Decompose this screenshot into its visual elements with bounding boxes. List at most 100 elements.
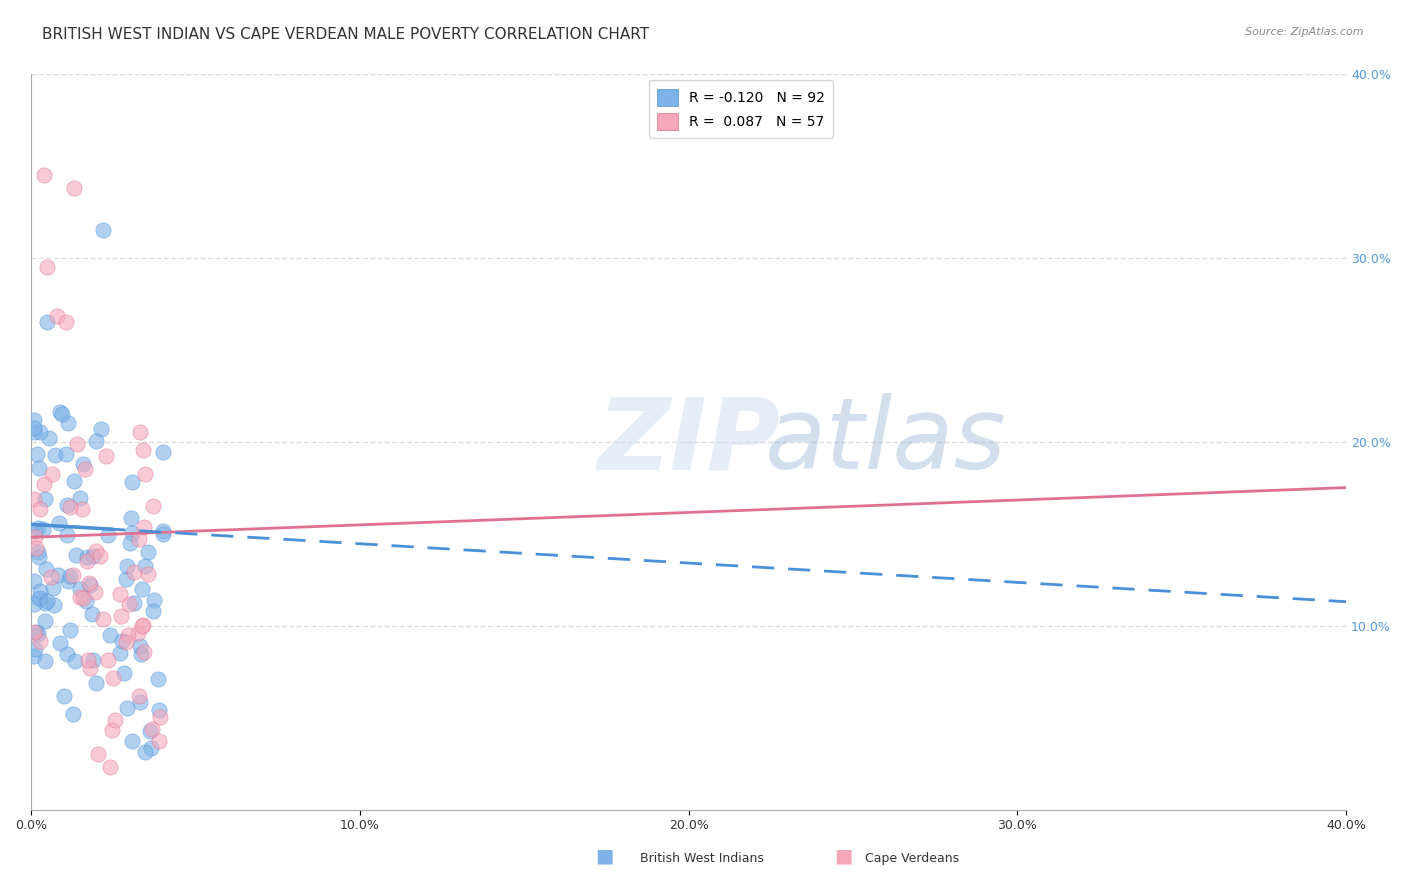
Point (104, 713, 127, 727)
Point (76, 553, 98, 567)
Point (132, 618, 155, 632)
Point (91, 612, 114, 626)
Point (131, 582, 153, 596)
Point (35, 562, 58, 576)
Legend: R = -0.120   N = 92, R =  0.087   N = 57: R = -0.120 N = 92, R = 0.087 N = 57 (650, 80, 834, 138)
Point (48, 516, 70, 531)
Point (87, 747, 110, 761)
Point (63, 475, 86, 489)
Point (118, 536, 141, 550)
Point (25, 447, 48, 461)
Point (139, 724, 162, 739)
Point (134, 645, 156, 659)
Point (38, 431, 60, 445)
Point (148, 703, 170, 717)
Point (128, 689, 150, 703)
Point (134, 559, 156, 574)
Point (41, 570, 63, 584)
Point (122, 565, 145, 579)
Point (84, 434, 107, 448)
Point (22, 574, 45, 589)
Point (84, 544, 107, 558)
Text: ■: ■ (595, 847, 614, 865)
Text: ZIP: ZIP (598, 393, 780, 490)
Point (28, 583, 51, 598)
Point (55, 447, 77, 461)
Point (134, 467, 156, 481)
Point (146, 672, 169, 686)
Point (97, 528, 120, 542)
Point (77, 653, 100, 667)
Point (136, 567, 159, 582)
Point (141, 722, 163, 736)
Point (34, 614, 56, 628)
Point (25, 624, 48, 639)
Point (65, 654, 87, 668)
Point (24, 524, 46, 538)
Point (59, 623, 82, 637)
Point (59, 500, 82, 515)
Point (142, 499, 165, 513)
Text: British West Indians: British West Indians (640, 852, 763, 865)
Point (62, 180, 84, 194)
Point (111, 634, 134, 648)
Point (56, 648, 79, 662)
Point (79, 578, 101, 592)
Point (132, 442, 155, 457)
Point (117, 559, 139, 574)
Point (46, 310, 69, 324)
Point (66, 437, 89, 451)
Point (37, 315, 59, 329)
Point (138, 545, 160, 559)
Point (34, 597, 56, 611)
Point (27, 545, 49, 559)
Point (132, 519, 155, 533)
Point (72, 457, 94, 471)
Point (46, 568, 69, 582)
Point (62, 706, 84, 721)
Point (80, 607, 103, 622)
Point (44, 449, 66, 463)
Point (98, 760, 121, 774)
Point (22, 412, 45, 426)
Point (121, 525, 143, 540)
Point (28, 549, 51, 564)
Point (127, 625, 149, 640)
Point (110, 609, 132, 624)
Point (129, 695, 152, 709)
Point (42, 598, 65, 612)
Point (84, 676, 107, 690)
Point (49, 405, 72, 419)
Point (89, 549, 111, 563)
Point (82, 549, 104, 563)
Point (22, 425, 45, 439)
Point (42, 581, 65, 595)
Point (30, 591, 52, 606)
Point (22, 491, 45, 506)
Point (152, 527, 174, 541)
Point (35, 593, 58, 607)
Point (34, 654, 56, 668)
Point (34, 492, 56, 507)
Point (37, 260, 59, 274)
Point (65, 548, 87, 562)
Point (56, 574, 79, 588)
Point (70, 501, 93, 516)
Point (134, 745, 156, 759)
Point (56, 499, 79, 513)
Point (128, 533, 150, 547)
Point (142, 604, 165, 618)
Point (56, 528, 79, 542)
Point (101, 723, 124, 737)
Point (117, 627, 139, 641)
Point (69, 591, 91, 605)
Text: Source: ZipAtlas.com: Source: ZipAtlas.com (1246, 27, 1364, 37)
Point (24, 642, 46, 657)
Text: Cape Verdeans: Cape Verdeans (865, 852, 959, 865)
Point (114, 572, 136, 586)
Point (149, 710, 172, 724)
Point (69, 582, 91, 597)
Point (131, 619, 153, 633)
Point (72, 591, 94, 605)
Point (82, 653, 104, 667)
